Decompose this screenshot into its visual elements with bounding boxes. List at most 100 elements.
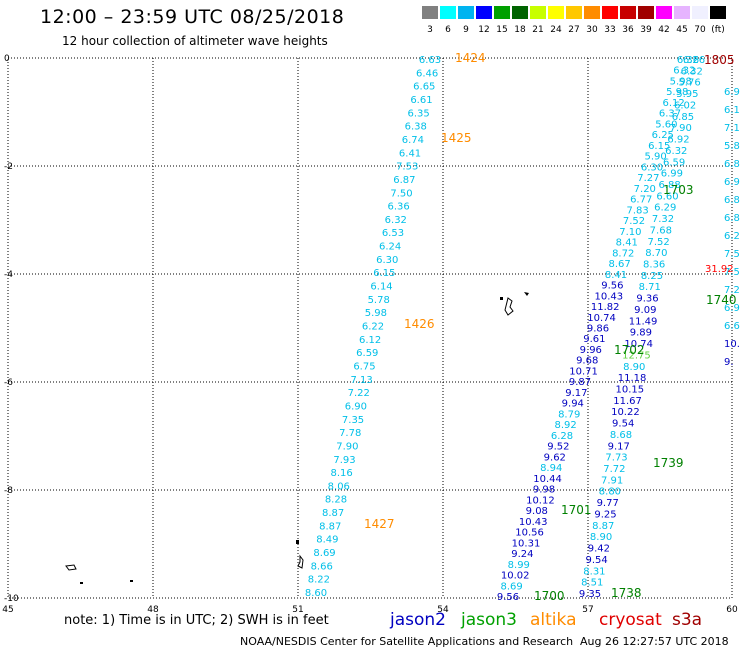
legend-swatch (476, 6, 492, 19)
wave-height-value: 7.27 (637, 173, 659, 184)
wave-height-value: 6.12 (359, 335, 381, 346)
track-time-label: 1702 (614, 343, 645, 357)
wave-height-value: 6.38 (405, 122, 427, 133)
wave-height-value: 5.60 (655, 119, 677, 130)
legend-swatch (656, 6, 672, 19)
wave-height-value: 6.62 (724, 321, 740, 332)
wave-height-value: 9.35 (579, 589, 601, 600)
island-shape (297, 554, 304, 569)
wave-height-value: 7.20 (634, 184, 656, 195)
x-tick-label: 57 (582, 605, 593, 615)
wave-height-value: 6.77 (630, 195, 652, 206)
legend-label: 45 (676, 25, 688, 35)
wave-height-value: 6.12 (662, 98, 684, 109)
legend-swatch (512, 6, 528, 19)
wave-height-value: 8.06 (328, 481, 350, 492)
wave-height-value: 9.77 (597, 498, 619, 509)
legend-label: 70 (694, 25, 706, 35)
wave-height-value: 9.98 (533, 485, 555, 496)
legend-swatch (566, 6, 582, 19)
wave-height-value: 7.51 (724, 267, 740, 278)
wave-height-value: 6.36 (677, 55, 699, 66)
legend-swatch (602, 6, 618, 19)
legend-label: 21 (532, 25, 544, 35)
legend-swatch (674, 6, 690, 19)
wave-height-value: 6.61 (410, 95, 432, 106)
wave-height-value: 7.90 (670, 123, 692, 134)
wave-height-value: 10.74 (624, 339, 653, 350)
x-tick-label: 45 (2, 605, 13, 615)
wave-height-value: 6.15 (648, 141, 670, 152)
wave-height-value: 8.70 (645, 248, 667, 259)
wave-height-value: 5.98 (666, 87, 688, 98)
wave-height-value: 9. (724, 357, 734, 368)
wave-height-value: 7.18 (724, 123, 740, 134)
wave-height-value: 8.71 (639, 282, 661, 293)
legend-swatch (548, 6, 564, 19)
wave-height-value: 6.60 (656, 191, 678, 202)
wave-height-value: 6.65 (413, 82, 435, 93)
page-title: 12:00 – 23:59 UTC 08/25/2018 (40, 6, 345, 28)
wave-height-value: 7.52 (623, 216, 645, 227)
wave-height-value: 6.12 (724, 105, 740, 116)
wave-height-value: 6.29 (654, 203, 676, 214)
wave-height-value: 6.92 (667, 135, 689, 146)
wave-height-value: 6.29 (724, 231, 740, 242)
wave-height-value: 10.44 (533, 474, 562, 485)
wave-height-value: 6.32 (385, 215, 407, 226)
wave-height-value: 6.46 (416, 68, 438, 79)
wave-height-value: 9.54 (586, 555, 608, 566)
wave-height-value: 9.17 (608, 441, 630, 452)
wave-height-value: 10.71 (569, 366, 598, 377)
track-time-label: 1427 (364, 517, 395, 531)
legend-swatch (638, 6, 654, 19)
track-time-label: 1701 (561, 503, 592, 517)
legend-label: 36 (622, 25, 634, 35)
wave-height-value: 6.90 (345, 401, 367, 412)
wave-height-value: 11.82 (591, 302, 620, 313)
wave-height-value: 8.80 (599, 487, 621, 498)
wave-height-value: 8.16 (331, 468, 353, 479)
track-time-label: 1426 (404, 317, 435, 331)
wave-height-value: 8.25 (641, 271, 663, 282)
wave-height-value: 10.74 (587, 313, 616, 324)
wave-height-value: 5.76 (678, 78, 700, 89)
wave-height-value: 6.59 (356, 348, 378, 359)
legend-label: 27 (568, 25, 580, 35)
wave-height-value: 6.85 (724, 159, 740, 170)
legend-label: 33 (604, 25, 616, 35)
wave-height-value: 10.56 (515, 528, 544, 539)
wave-height-value: 10.43 (519, 517, 548, 528)
wave-height-value: 5.98 (365, 308, 387, 319)
wave-height-value: 8.94 (540, 463, 562, 474)
wave-height-value: 8.28 (325, 495, 347, 506)
wave-height-value: 7.83 (626, 205, 648, 216)
legend-swatch (422, 6, 438, 19)
y-tick-label: -10 (4, 594, 19, 604)
legend-label: 18 (514, 25, 526, 35)
wave-height-value: 7.23 (724, 285, 740, 296)
wave-height-value: 8.72 (612, 248, 634, 259)
wave-height-value: 10.02 (501, 571, 530, 582)
legend-label: 6 (445, 25, 451, 35)
wave-height-value: 7.22 (348, 388, 370, 399)
wave-height-value: 8.49 (316, 535, 338, 546)
wave-height-value: 6.32 (681, 66, 703, 77)
wave-height-value: 6.85 (672, 112, 694, 123)
wave-height-value: 6.28 (551, 431, 573, 442)
page-subtitle: 12 hour collection of altimeter wave hei… (62, 34, 328, 48)
wave-height-value: 8.90 (590, 532, 612, 543)
wave-height-value: 7.50 (390, 188, 412, 199)
wave-height-value: 7.91 (601, 475, 623, 486)
wave-height-value: 6.75 (353, 361, 375, 372)
wave-height-value: 8.69 (500, 581, 522, 592)
legend-label: 3 (427, 25, 433, 35)
wave-height-value: 7.52 (647, 237, 669, 248)
island-shape (500, 297, 503, 300)
wave-height-value: 9.08 (526, 506, 548, 517)
wave-height-value: 6.30 (641, 162, 663, 173)
wave-height-value: 9.56 (497, 592, 519, 603)
wave-height-value: 6.24 (379, 242, 401, 253)
wave-height-value: 9.09 (634, 305, 656, 316)
